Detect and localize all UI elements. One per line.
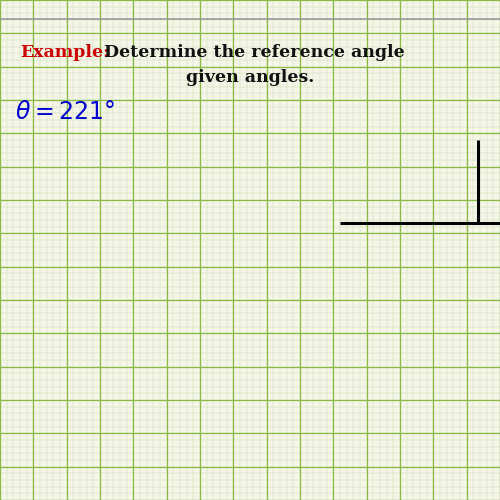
- Text: Example:: Example:: [20, 44, 110, 61]
- Text: Determine the reference angle: Determine the reference angle: [98, 44, 404, 61]
- Text: $\theta = 221°$: $\theta = 221°$: [15, 101, 115, 124]
- Text: given angles.: given angles.: [186, 69, 314, 86]
